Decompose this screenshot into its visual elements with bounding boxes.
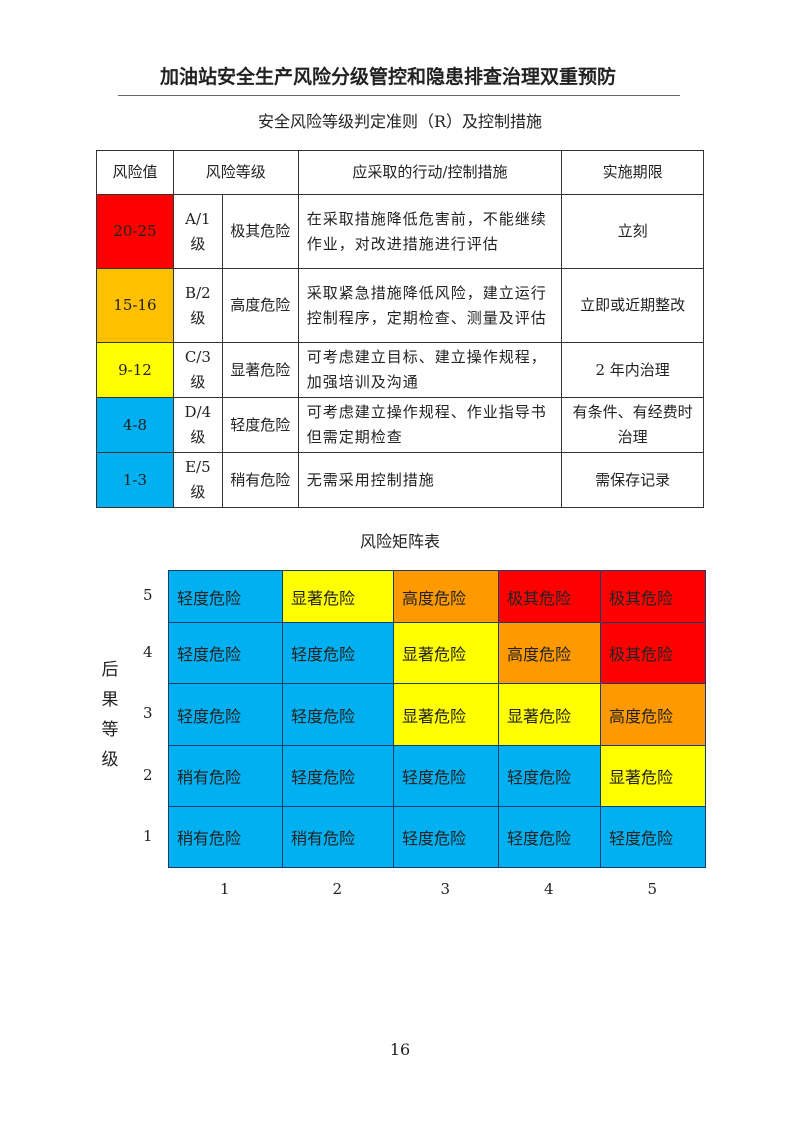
table-row: 4-8 D/4级 轻度危险 可考虑建立操作规程、作业指导书但需定期检查 有条件、有经费时… <box>96 397 704 453</box>
risk-code-cell: A/1级 <box>172 194 223 269</box>
matrix-x-tick: 4 <box>544 880 554 898</box>
matrix-cell: 高度危险 <box>600 683 706 746</box>
matrix-cell: 稍有危险 <box>168 806 283 868</box>
matrix-cell: 轻度危险 <box>168 683 283 746</box>
matrix-cell: 稍有危险 <box>168 745 283 807</box>
table-row: 15-16 B/2级 高度危险 采取紧急措施降低风险，建立运行控制程序，定期检查、测量… <box>96 268 704 343</box>
matrix-cell: 显著危险 <box>600 745 706 807</box>
matrix-y-tick: 1 <box>143 826 153 845</box>
control-action-cell: 在采取措施降低危害前，不能继续作业，对改进措施进行评估 <box>297 194 563 269</box>
matrix-x-tick: 1 <box>220 880 230 898</box>
deadline-cell: 需保存记录 <box>561 452 704 508</box>
risk-value-cell: 15-16 <box>96 268 174 343</box>
risk-level-cell: 高度危险 <box>221 268 299 343</box>
risk-value-cell: 4-8 <box>96 397 174 453</box>
matrix-y-tick: 3 <box>143 704 153 722</box>
matrix-cell: 轻度危险 <box>168 570 283 623</box>
matrix-cell: 显著危险 <box>393 622 499 684</box>
matrix-cell: 显著危险 <box>282 570 394 623</box>
matrix-cell: 轻度危险 <box>282 745 394 807</box>
risk-value-cell: 9-12 <box>96 342 174 398</box>
table-row: 9-12 C/3级 显著危险 可考虑建立目标、建立操作规程，加强培训及沟通 2 年内治理 <box>96 342 704 398</box>
matrix-cell: 轻度危险 <box>282 622 394 684</box>
matrix-cell: 轻度危险 <box>282 683 394 746</box>
matrix-cell: 极其危险 <box>498 570 601 623</box>
matrix-cell: 高度危险 <box>498 622 601 684</box>
header-cell: 应采取的行动/控制措施 <box>297 150 563 195</box>
risk-level-cell: 极其危险 <box>221 194 299 269</box>
risk-code-cell: E/5级 <box>172 452 223 508</box>
matrix-cell: 轻度危险 <box>393 806 499 868</box>
risk-level-cell: 稍有危险 <box>221 452 299 508</box>
table-row: 20-25 A/1级 极其危险 在采取措施降低危害前，不能继续作业，对改进措施进行评估… <box>96 194 704 269</box>
matrix-cell: 极其危险 <box>600 570 706 623</box>
table-header-row: 风险值 风险等级 应采取的行动/控制措施 实施期限 <box>96 150 704 195</box>
matrix-x-tick: 3 <box>440 880 451 898</box>
control-action-cell: 可考虑建立目标、建立操作规程，加强培训及沟通 <box>297 342 563 398</box>
matrix-cell: 显著危险 <box>393 683 499 746</box>
control-action-cell: 无需采用控制措施 <box>297 452 563 508</box>
matrix-x-tick: 2 <box>332 880 343 898</box>
matrix-y-tick: 2 <box>143 765 153 784</box>
matrix-cell: 轻度危险 <box>498 806 601 868</box>
matrix-cell: 轻度危险 <box>600 806 706 868</box>
control-action-cell: 采取紧急措施降低风险，建立运行控制程序，定期检查、测量及评估 <box>297 268 563 343</box>
matrix-y-axis-label: 后果等级 <box>101 660 119 770</box>
matrix-cell: 显著危险 <box>498 683 601 746</box>
deadline-cell: 有条件、有经费时治理 <box>561 397 704 453</box>
header-divider <box>118 95 680 96</box>
risk-level-cell: 显著危险 <box>221 342 299 398</box>
matrix-cell: 极其危险 <box>600 622 706 684</box>
matrix-cell: 轻度危险 <box>393 745 499 807</box>
matrix-title: 风险矩阵表 <box>359 532 440 551</box>
matrix-x-tick: 5 <box>647 880 658 898</box>
document-header: 加油站安全生产风险分级管控和隐患排查治理双重预防 <box>160 66 617 88</box>
risk-criteria-table: 风险值 风险等级 应采取的行动/控制措施 实施期限 20-25 A/1级 极其危险在… <box>96 150 704 508</box>
risk-code-cell: C/3级 <box>172 342 223 398</box>
risk-value-cell: 20-25 <box>96 194 174 269</box>
matrix-cell: 高度危险 <box>393 570 499 623</box>
table-row: 1-3 E/5级 稍有危险 无需采用控制措施 需保存记录 <box>96 452 704 508</box>
risk-level-cell: 轻度危险 <box>221 397 299 453</box>
risk-value-cell: 1-3 <box>96 452 174 508</box>
matrix-cell: 轻度危险 <box>498 745 601 807</box>
risk-code-cell: B/2级 <box>172 268 223 343</box>
matrix-y-tick: 5 <box>143 586 153 604</box>
deadline-cell: 立即或近期整改 <box>561 268 704 343</box>
page-number: 16 <box>389 1040 411 1059</box>
deadline-cell: 立刻 <box>561 194 704 269</box>
control-action-cell: 可考虑建立操作规程、作业指导书但需定期检查 <box>297 397 563 453</box>
header-cell: 风险等级 <box>172 150 299 195</box>
risk-code-cell: D/4级 <box>172 397 223 453</box>
deadline-cell: 2 年内治理 <box>561 342 704 398</box>
header-cell: 风险值 <box>96 150 174 195</box>
matrix-cell: 轻度危险 <box>168 622 283 684</box>
section-title: 安全风险等级判定准则（R）及控制措施 <box>257 112 543 131</box>
matrix-y-tick: 4 <box>143 642 153 661</box>
matrix-cell: 稍有危险 <box>282 806 394 868</box>
header-cell: 实施期限 <box>561 150 704 195</box>
